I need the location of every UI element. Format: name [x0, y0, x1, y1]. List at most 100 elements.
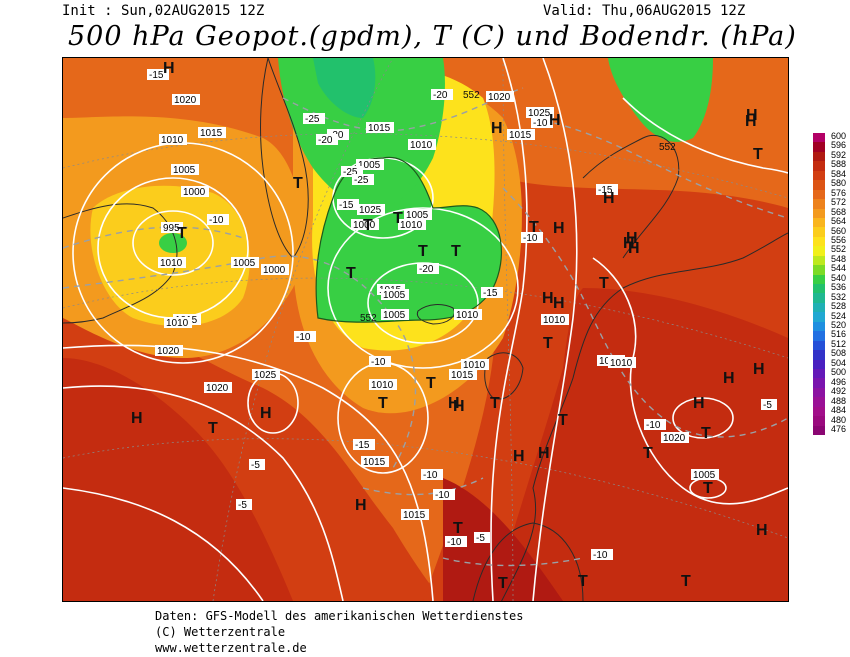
footer-source: Daten: GFS-Modell des amerikanischen Wet…: [155, 609, 524, 623]
color-scale-label: 532: [831, 291, 847, 302]
color-scale-cell: [813, 397, 825, 407]
color-scale-label: 576: [831, 187, 847, 198]
svg-text:1000: 1000: [353, 220, 376, 231]
europe-coast: [501, 232, 788, 601]
high-pressure-marker: H: [746, 107, 758, 124]
pressure-label: 1015: [507, 129, 535, 141]
svg-text:1010: 1010: [456, 310, 479, 321]
svg-text:1000: 1000: [263, 265, 286, 276]
color-scale-cell: [813, 151, 825, 162]
pressure-label: 1010: [541, 314, 569, 326]
high-pressure-marker: H: [603, 190, 615, 207]
low-pressure-marker: T: [490, 395, 500, 412]
color-scale-cell: [813, 255, 825, 266]
color-scale-cell: [813, 293, 825, 303]
zone-labrador-low: [159, 233, 187, 253]
color-scale-label: 476: [831, 423, 847, 434]
svg-text:1005: 1005: [233, 258, 256, 269]
temperature-label: -5: [236, 499, 252, 511]
svg-text:-10: -10: [646, 420, 661, 431]
color-scale-label: 528: [831, 301, 847, 312]
temperature-label: -5: [249, 459, 265, 471]
svg-text:-15: -15: [149, 70, 164, 81]
color-scale-cell: [813, 302, 825, 313]
svg-text:-15: -15: [355, 440, 370, 451]
temperature-label: -15: [147, 69, 169, 81]
pressure-label: 1010: [461, 359, 489, 371]
color-scale-cell: [813, 312, 825, 322]
color-scale-cell: [813, 416, 825, 426]
svg-text:1010: 1010: [543, 315, 566, 326]
iberia-outline: [472, 522, 584, 601]
temperature-label: -5: [761, 399, 777, 411]
temperature-label: -10: [521, 232, 543, 244]
svg-text:-20: -20: [419, 264, 434, 275]
color-scale-label: 596: [831, 140, 847, 151]
color-scale-label: 544: [831, 263, 847, 274]
color-scale-label: 564: [831, 216, 847, 227]
color-scale-cell: [813, 274, 825, 284]
temperature-label: -20: [431, 89, 453, 101]
valid-time: Valid: Thu,06AUG2015 12Z: [543, 3, 746, 19]
low-pressure-marker: T: [558, 412, 568, 429]
high-pressure-marker: H: [628, 240, 640, 257]
svg-text:1005: 1005: [406, 210, 429, 221]
color-scale-cell: [813, 161, 825, 171]
color-scale-cell: [813, 189, 825, 200]
high-pressure-marker: H: [753, 361, 765, 378]
temperature-label: -10: [644, 419, 666, 431]
svg-text:1010: 1010: [463, 360, 486, 371]
high-pressure-marker: H: [542, 290, 554, 307]
svg-text:-10: -10: [209, 215, 224, 226]
pressure-label: 1015: [198, 127, 226, 139]
color-scale-label: 568: [831, 206, 847, 217]
color-scale-label: 540: [831, 272, 847, 283]
temperature-label: -20: [316, 134, 338, 146]
low-pressure-marker: T: [543, 335, 553, 352]
high-pressure-marker: H: [723, 370, 735, 387]
temperature-label: -10: [445, 536, 467, 548]
low-pressure-marker: T: [418, 243, 428, 260]
high-pressure-marker: H: [623, 235, 635, 252]
high-pressure-marker: H: [355, 497, 367, 514]
svg-text:1025: 1025: [359, 205, 382, 216]
pressure-label: 1015: [361, 456, 389, 468]
svg-text:-25: -25: [305, 114, 320, 125]
temperature-label: -15: [481, 287, 503, 299]
pressure-label: 1005: [381, 289, 409, 301]
init-time: Init : Sun,02AUG2015 12Z: [62, 3, 265, 19]
svg-text:1020: 1020: [157, 346, 180, 357]
color-scale-cell: [813, 170, 825, 181]
scandinavia-outline: [582, 134, 680, 259]
svg-text:1005: 1005: [383, 290, 406, 301]
color-scale-cell: [813, 217, 825, 228]
high-pressure-marker: H: [626, 230, 638, 247]
color-scale-label: 560: [831, 225, 847, 236]
pressure-label: 1005: [404, 209, 432, 221]
svg-text:-15: -15: [598, 185, 613, 196]
pressure-label: 1010: [608, 357, 636, 369]
color-scale-cell: [813, 331, 825, 341]
svg-text:-20: -20: [318, 135, 333, 146]
svg-text:-10: -10: [371, 357, 386, 368]
color-scale-cell: [813, 359, 825, 369]
temperature-label: -10: [369, 356, 391, 368]
pressure-label: 995: [161, 222, 183, 234]
temperature-label: -10: [531, 117, 553, 129]
low-pressure-marker: T: [529, 219, 539, 236]
zone-deep-south: [63, 358, 293, 601]
color-scale-label: 536: [831, 282, 847, 293]
color-scale-cell: [813, 246, 825, 256]
svg-text:1010: 1010: [166, 318, 189, 329]
svg-text:-5: -5: [251, 460, 260, 471]
pressure-label: 1020: [155, 345, 183, 357]
svg-text:-5: -5: [238, 500, 247, 511]
low-pressure-marker: T: [426, 375, 436, 392]
color-scale-label: 496: [831, 376, 847, 387]
svg-text:1005: 1005: [693, 470, 716, 481]
svg-text:-10: -10: [593, 550, 608, 561]
iceland-outline: [416, 304, 455, 325]
color-scale-label: 488: [831, 395, 847, 406]
high-pressure-marker: H: [549, 112, 561, 129]
low-pressure-marker: T: [451, 243, 461, 260]
